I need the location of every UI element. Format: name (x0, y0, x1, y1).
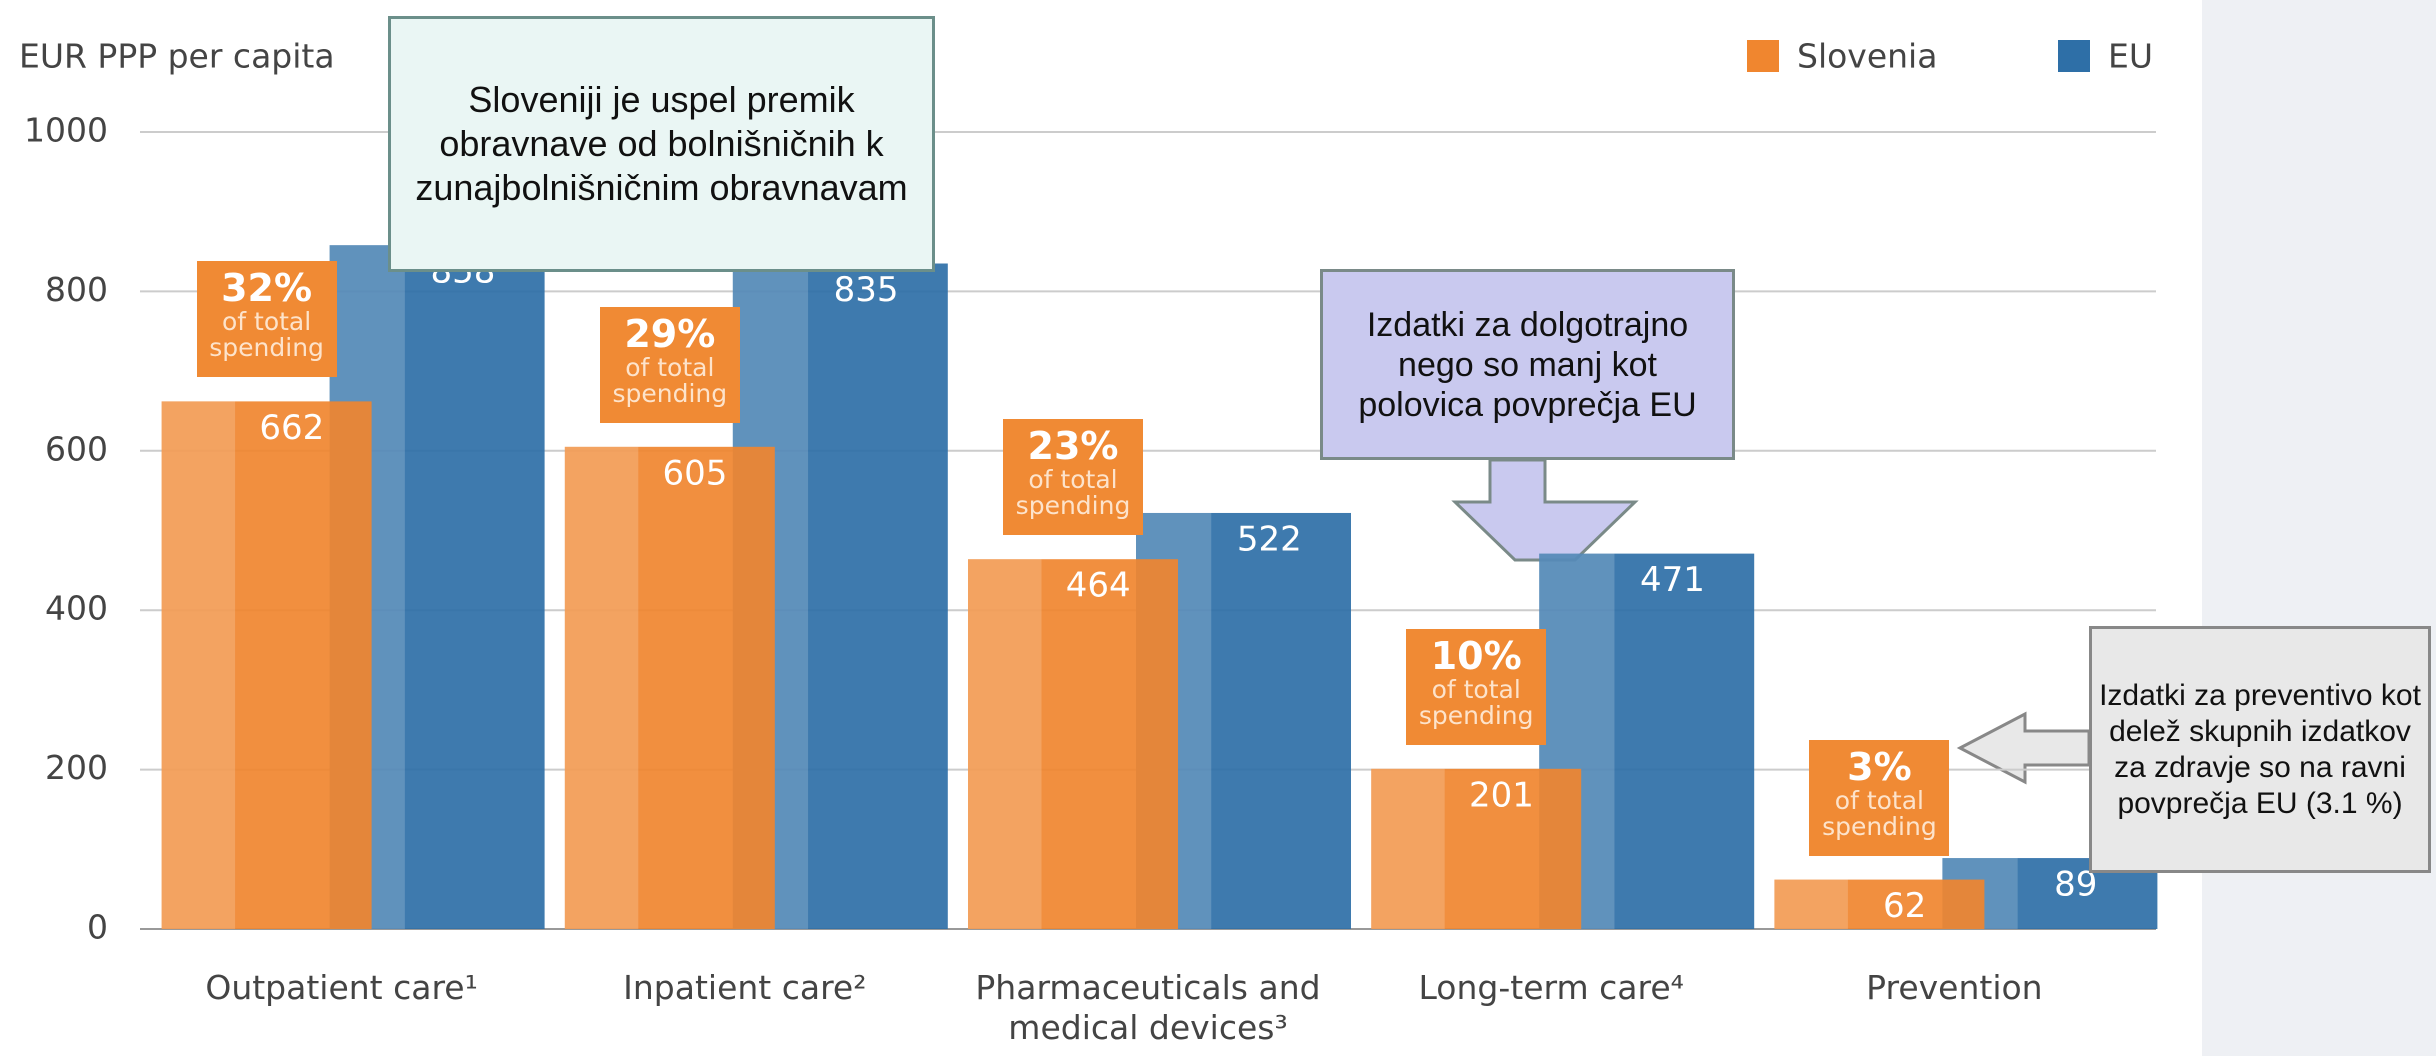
bar (968, 559, 1178, 929)
legend-label: EU (2108, 37, 2153, 76)
y-tick-label: 800 (45, 270, 108, 309)
value-label: 835 (834, 270, 899, 310)
value-label: 662 (259, 408, 324, 448)
callout: Sloveniji je uspel premik obravnave od b… (388, 16, 935, 272)
share-note: of total spending (209, 307, 324, 363)
x-tick-label: Prevention (1866, 968, 2043, 1007)
x-tick-label: Pharmaceuticals and medical devices³ (975, 968, 1321, 1047)
y-tick-label: 400 (45, 589, 108, 628)
legend-swatch (1747, 40, 1779, 72)
y-axis-label: EUR PPP per capita (19, 37, 335, 76)
x-tick-label: Outpatient care¹ (205, 968, 478, 1007)
share-note: of total spending (612, 352, 728, 408)
x-tick-label: Inpatient care² (623, 968, 867, 1007)
bar-highlight (1774, 879, 1848, 929)
value-label: 201 (1469, 775, 1534, 815)
legend-label: Slovenia (1797, 37, 1937, 76)
bar-highlight (1371, 768, 1445, 929)
bar-highlight (564, 446, 639, 929)
value-label: 605 (663, 453, 728, 493)
share-percent: 32% (221, 266, 313, 311)
y-tick-label: 1000 (24, 111, 108, 150)
share-percent: 23% (1027, 424, 1119, 469)
bar (1774, 879, 1985, 929)
bar (1371, 768, 1582, 929)
share-percent: 10% (1430, 633, 1522, 678)
y-tick-label: 600 (45, 429, 108, 468)
share-note: of total spending (1015, 465, 1131, 521)
share-percent: 3% (1847, 744, 1912, 789)
side-panel (2202, 0, 2436, 1056)
share-note: of total spending (1418, 674, 1534, 730)
y-tick-label: 200 (45, 748, 108, 787)
share-label: 29% of total spending (599, 306, 740, 423)
callout: Izdatki za dolgotrajno nego so manj kot … (1320, 269, 1735, 460)
share-label: 3% of total spending (1809, 739, 1950, 856)
arrow-left (1956, 711, 2091, 785)
y-tick-label: 0 (87, 908, 108, 947)
bar-highlight (968, 559, 1042, 929)
value-label: 471 (1640, 560, 1705, 600)
value-label: 464 (1066, 566, 1131, 606)
share-label: 10% of total spending (1406, 628, 1547, 745)
share-percent: 29% (624, 311, 716, 356)
x-tick-label: Long-term care⁴ (1418, 968, 1684, 1007)
bar-highlight (161, 401, 236, 929)
share-note: of total spending (1822, 785, 1937, 841)
share-label: 23% of total spending (1003, 419, 1143, 536)
arrow-down (1451, 458, 1639, 562)
legend-swatch (2058, 40, 2090, 72)
callout: Izdatki za preventivo kot delež skupnih … (2089, 626, 2431, 873)
value-label: 62 (1883, 886, 1926, 926)
value-label: 522 (1237, 519, 1302, 559)
bar (161, 401, 372, 929)
share-label: 32% of total spending (196, 261, 337, 378)
bar (564, 446, 775, 929)
